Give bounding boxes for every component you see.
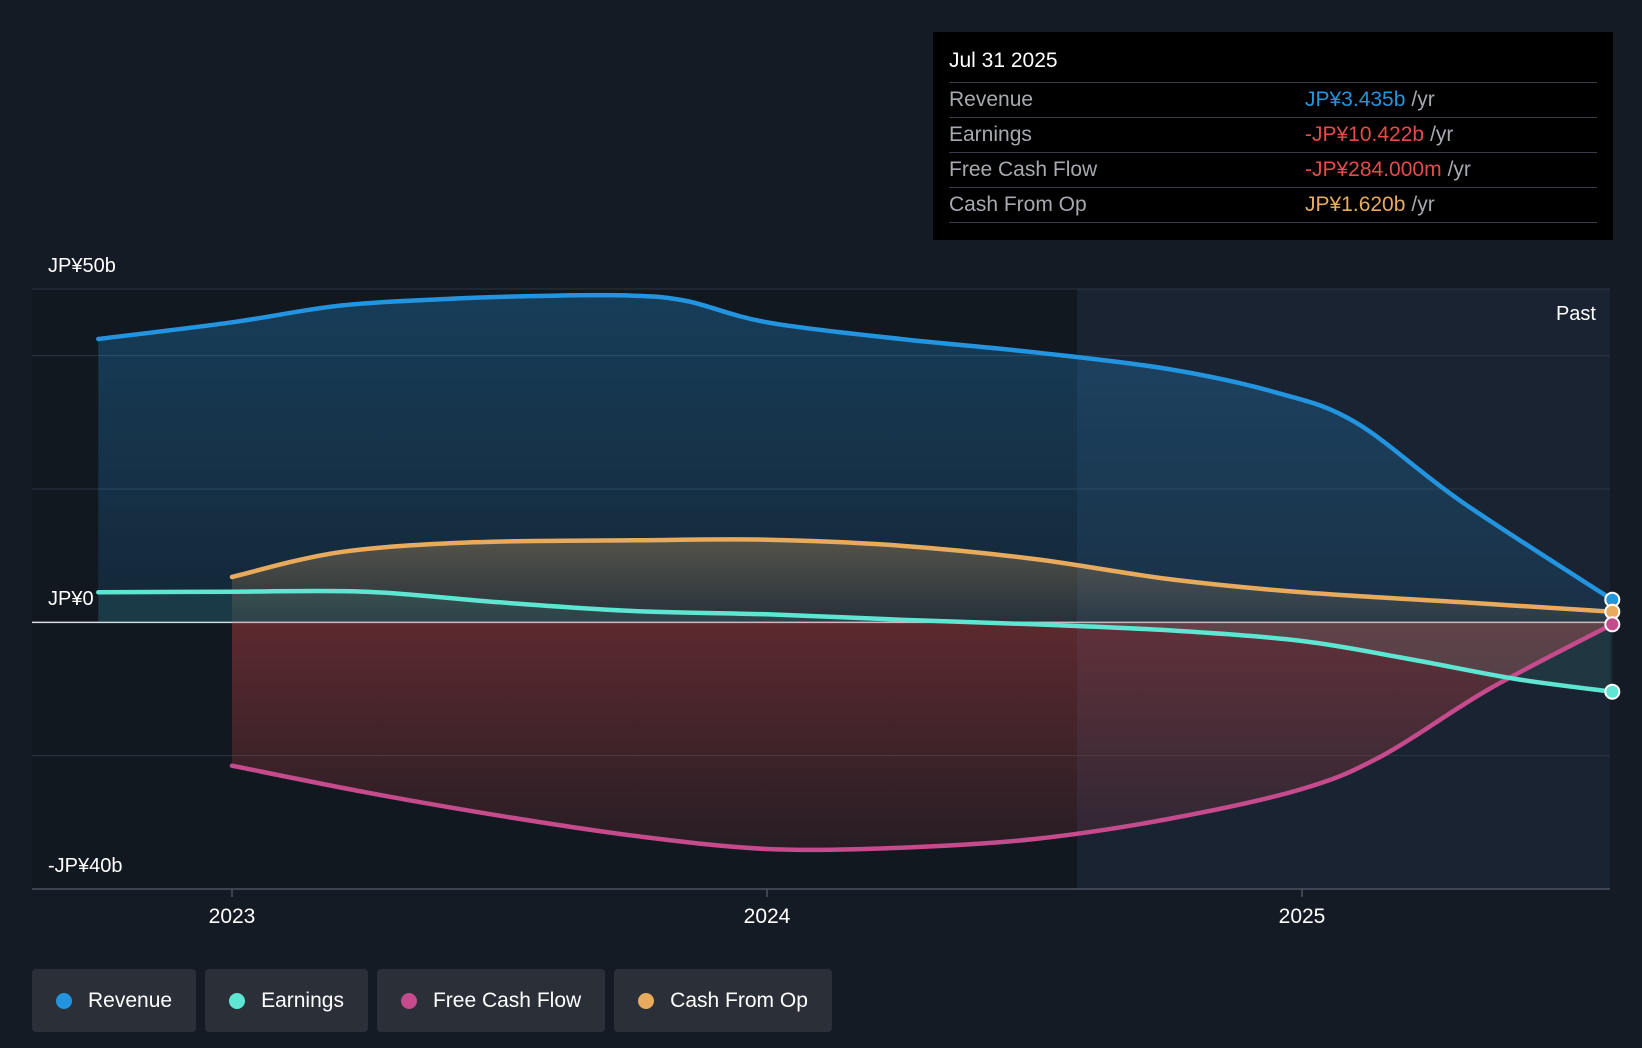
tooltip-unit: /yr xyxy=(1447,158,1471,181)
tooltip-label: Free Cash Flow xyxy=(949,158,1098,181)
tooltip-label: Cash From Op xyxy=(949,193,1087,216)
cash-from-op-dot-icon xyxy=(638,992,655,1009)
tooltip-value: JP¥1.620b xyxy=(1305,193,1406,216)
legend-item-cash-from-op[interactable]: Cash From Op xyxy=(614,969,832,1032)
earnings-dot-icon xyxy=(229,992,246,1009)
cash-from-op-area xyxy=(232,539,1613,623)
x-tick-label: 2023 xyxy=(209,905,256,928)
x-tick-label: 2025 xyxy=(1279,905,1326,928)
tooltip-value: JP¥3.435b xyxy=(1305,88,1406,111)
free-cash-flow-endpoint xyxy=(1604,616,1621,633)
y-label-bottom: -JP¥40b xyxy=(48,855,123,877)
tooltip-row-free-cash-flow: Free Cash Flow -JP¥284.000m /yr xyxy=(949,153,1597,188)
tooltip-label: Earnings xyxy=(949,123,1032,146)
legend-label: Revenue xyxy=(88,988,173,1012)
tooltip-row-cash-from-op: Cash From Op JP¥1.620b /yr xyxy=(949,188,1597,223)
tooltip-row-earnings: Earnings -JP¥10.422b /yr xyxy=(949,118,1597,153)
cash-from-op-line xyxy=(229,537,1615,614)
y-label-top: JP¥50b xyxy=(48,255,116,277)
tooltip-date: Jul 31 2025 xyxy=(949,46,1597,83)
x-tick-label: 2024 xyxy=(744,905,791,928)
legend-item-earnings[interactable]: Earnings xyxy=(205,969,368,1032)
legend-label: Free Cash Flow xyxy=(432,988,582,1012)
legend-label: Cash From Op xyxy=(670,988,808,1012)
tooltip-panel: Jul 31 2025 Revenue JP¥3.435b /yr Earnin… xyxy=(933,32,1613,240)
x-axis: 2023 2024 2025 xyxy=(209,889,1326,928)
free-cash-flow-area xyxy=(232,622,1613,850)
y-label-zero: JP¥0 xyxy=(48,588,94,610)
tooltip-value: -JP¥10.422b xyxy=(1305,123,1425,146)
free-cash-flow-line xyxy=(229,622,1615,853)
tooltip-row-revenue: Revenue JP¥3.435b /yr xyxy=(949,83,1597,118)
legend-item-free-cash-flow[interactable]: Free Cash Flow xyxy=(376,969,606,1032)
tooltip-value: -JP¥284.000m xyxy=(1305,158,1442,181)
legend-label: Earnings xyxy=(261,988,344,1012)
legend-item-revenue[interactable]: Revenue xyxy=(32,969,197,1032)
free-cash-flow-dot-icon xyxy=(400,992,417,1009)
series-lines xyxy=(96,292,1615,853)
tooltip-unit: /yr xyxy=(1411,88,1435,111)
revenue-line xyxy=(96,292,1615,602)
tooltip-unit: /yr xyxy=(1411,193,1435,216)
earnings-line xyxy=(96,588,1615,694)
past-label: Past xyxy=(1556,303,1596,325)
tooltip-label: Revenue xyxy=(949,88,1034,111)
earnings-endpoint xyxy=(1604,683,1621,700)
series-endpoints xyxy=(1604,591,1621,700)
revenue-dot-icon xyxy=(56,992,72,1009)
legend: Revenue Earnings Free Cash Flow Cash Fro… xyxy=(32,969,832,1032)
earnings-area xyxy=(98,590,1613,692)
tooltip-unit: /yr xyxy=(1430,123,1454,146)
